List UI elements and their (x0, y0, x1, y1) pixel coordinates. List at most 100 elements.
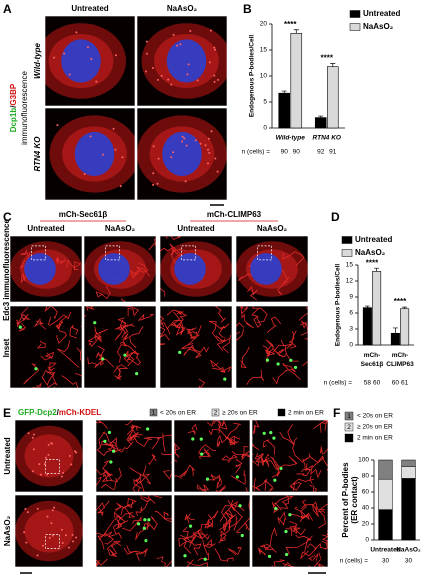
er-network (252, 306, 268, 323)
er-network (42, 373, 58, 386)
er-network (282, 363, 301, 381)
granule (71, 533, 74, 536)
granule (181, 140, 184, 143)
p-body (205, 477, 210, 481)
er-network (210, 474, 222, 489)
er-network (114, 325, 129, 341)
bar (314, 117, 327, 129)
er-network (119, 319, 135, 328)
time-label: 120s (311, 483, 326, 490)
er-network (308, 552, 322, 567)
er-network (180, 534, 202, 556)
er-network (23, 363, 40, 385)
granule (207, 162, 210, 165)
er-network (123, 306, 140, 317)
e-title: GFP-Dcp2/mCh-KDEL (18, 408, 101, 417)
p-body (143, 518, 147, 522)
p-body (146, 427, 150, 431)
er-network (146, 516, 158, 531)
er-network (298, 307, 308, 321)
granule (112, 127, 115, 130)
error-bar (374, 267, 380, 272)
granule (83, 173, 86, 176)
er-network (262, 457, 279, 471)
granule (43, 463, 46, 466)
x-tick-label: mCh- Sec61β (361, 352, 384, 368)
er-network (224, 509, 237, 522)
granule (101, 153, 104, 156)
er-network (257, 547, 266, 556)
bar-segment (401, 466, 416, 479)
er-network (301, 504, 320, 517)
er-network (129, 326, 144, 349)
micrograph (174, 420, 250, 492)
er-network (114, 511, 123, 530)
er-network (100, 467, 122, 490)
er-network (236, 322, 245, 342)
er-network (174, 459, 178, 462)
granule (189, 30, 192, 33)
granule (56, 124, 59, 127)
granule (32, 448, 35, 451)
micrograph (160, 306, 232, 388)
er-network (288, 331, 297, 349)
er-network (166, 309, 185, 316)
er-network (96, 502, 105, 512)
n-value: 30 (382, 558, 390, 565)
granule (46, 473, 49, 476)
granule (36, 554, 39, 557)
er-network (147, 495, 163, 504)
granule (208, 151, 211, 154)
stain-label-part: G3BP (9, 83, 18, 105)
granule (72, 540, 75, 543)
e-title-part: mCh-KDEL (59, 408, 101, 417)
inset-label: Inset (2, 338, 11, 357)
er-network (216, 337, 226, 352)
er-network (47, 362, 57, 372)
granule (53, 56, 56, 59)
granule (95, 80, 98, 83)
er-network (160, 287, 166, 297)
p-body (188, 524, 193, 528)
x-tick-line: Sec61β (361, 361, 384, 368)
p-body (272, 436, 276, 440)
error-bar (402, 306, 408, 309)
granule (60, 475, 63, 478)
er-network (218, 530, 227, 544)
granule (208, 61, 211, 64)
image-bg (10, 306, 82, 388)
p-body (284, 552, 289, 557)
granule (207, 137, 210, 140)
er-network (120, 498, 137, 516)
er-network (186, 561, 208, 567)
er-network (135, 548, 148, 561)
inset-box (45, 459, 60, 474)
micrograph (15, 420, 83, 492)
y-axis-label: Endogenous P-bodies/Cell (335, 264, 342, 347)
y-tick-label: 20 (260, 21, 268, 28)
er-network (101, 473, 118, 483)
er-network (309, 475, 318, 492)
micrograph (15, 495, 83, 567)
er-network (96, 431, 115, 457)
granule (64, 534, 67, 537)
row-label: Untreated (3, 437, 12, 474)
bar-segment (401, 478, 416, 541)
track-number: 3 (100, 522, 104, 529)
granule (170, 156, 173, 159)
er-network (178, 537, 192, 554)
inset-box (181, 245, 196, 261)
micrograph (252, 420, 328, 492)
bar-segment (378, 509, 393, 541)
p-body (273, 478, 277, 482)
er-network (192, 528, 208, 540)
n-value: 61 (401, 380, 409, 387)
er-network (318, 503, 328, 529)
micrograph (160, 236, 232, 302)
p-body (101, 357, 105, 361)
er-network (163, 511, 172, 520)
er-network (227, 546, 242, 556)
er-network (66, 259, 82, 271)
granule (68, 454, 71, 457)
y-tick-label: 20 (362, 521, 370, 528)
